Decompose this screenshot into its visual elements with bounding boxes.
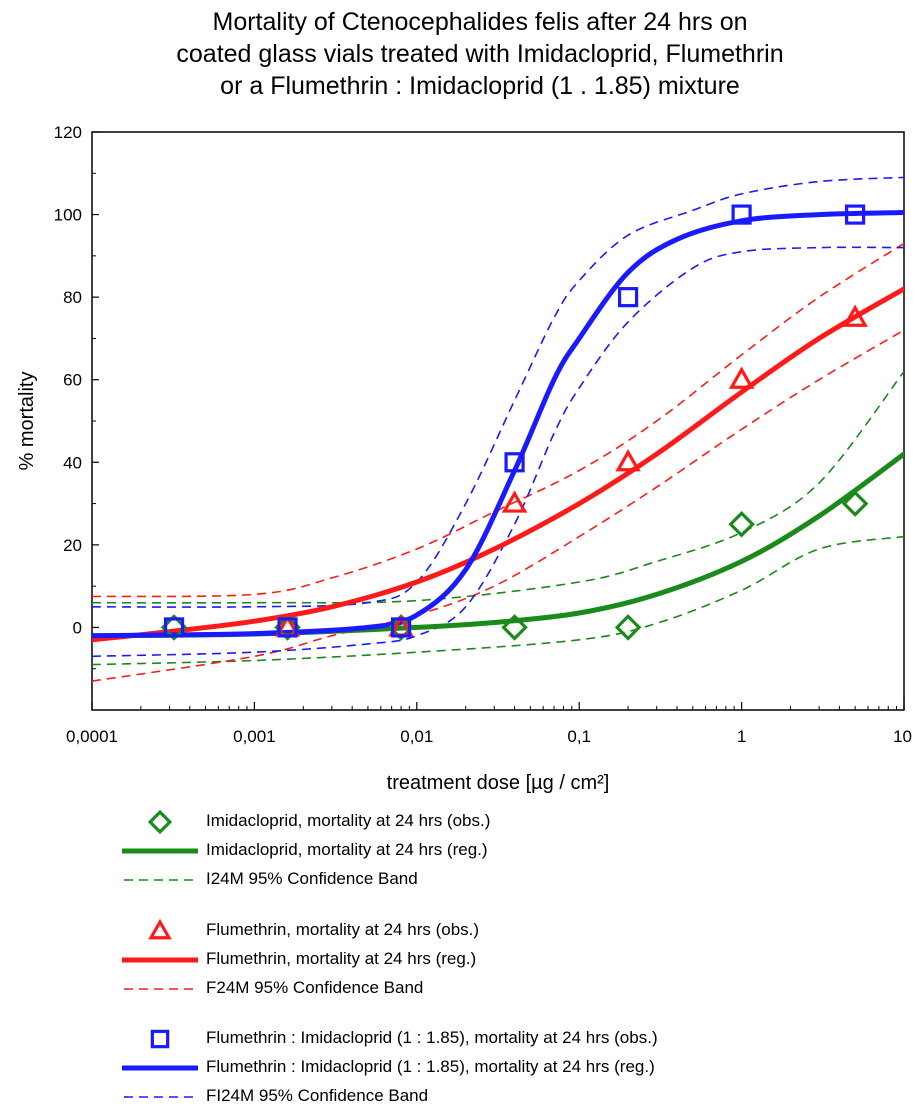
mixture-regression-line	[92, 210, 904, 639]
y-tick-label: 60	[63, 371, 82, 390]
legend-diamond-symbol	[147, 809, 173, 835]
mixture-observed-point	[731, 204, 752, 225]
regression-curves	[92, 210, 904, 643]
imidacloprid-observed-point	[501, 614, 528, 641]
y-tick-label: 120	[54, 123, 82, 142]
mixture-observed-point	[277, 617, 298, 638]
mixture-band-lower-line	[92, 246, 904, 658]
imidacloprid-observed-point	[728, 510, 755, 538]
legend-triangle-symbol	[148, 918, 172, 940]
x-tick-label: 1	[737, 727, 746, 746]
x-tick-label: 0,1	[567, 727, 591, 746]
imidacloprid-band-upper-line	[92, 371, 904, 604]
imidacloprid-observed-point	[614, 614, 642, 641]
legend-swatch	[147, 809, 173, 835]
mixture-band-upper-line	[92, 176, 904, 608]
legend-swatch	[122, 957, 198, 963]
chart-title-line: Mortality of Ctenocephalides felis after…	[212, 8, 748, 36]
legend-label: Flumethrin : Imidacloprid (1 : 1.85), mo…	[206, 1057, 655, 1076]
x-tick-label: 0,001	[233, 727, 276, 746]
x-axis: 0,0001 0,001 0,01 0,1 1 10	[66, 702, 912, 746]
flumethrin-band-lower-line	[92, 329, 904, 682]
legend-swatch	[124, 988, 198, 990]
legend-swatch	[148, 918, 172, 940]
flumethrin-band-upper-line	[92, 242, 904, 598]
legend-swatch	[124, 879, 198, 881]
chart-title-line: or a Flumethrin : Imidacloprid (1 . 1.85…	[220, 72, 740, 100]
flumethrin-observed-point	[615, 449, 641, 472]
chart-plot: 0 20 40 60 80 100 120 0,0001 0,001 0,01 0,1 1 10 tr…	[16, 123, 912, 794]
legend-swatch	[122, 1065, 198, 1071]
imidacloprid-observed-point	[841, 490, 869, 517]
x-tick-label: 0,0001	[66, 727, 118, 746]
legend-label: Imidacloprid, mortality at 24 hrs (obs.)	[206, 811, 491, 830]
mixture-observed-point	[845, 204, 866, 225]
y-tick-label: 100	[54, 206, 82, 225]
legend-label: Flumethrin, mortality at 24 hrs (reg.)	[206, 949, 477, 968]
y-tick-label: 0	[73, 618, 82, 637]
mixture-observed-point	[390, 617, 412, 638]
legend-label: Imidacloprid, mortality at 24 hrs (reg.)	[206, 840, 488, 859]
legend-square-symbol	[150, 1029, 170, 1049]
y-axis-label: % mortality	[16, 372, 38, 471]
observed-markers	[160, 204, 869, 641]
y-tick-label: 80	[63, 288, 82, 307]
legend-label: FI24M 95% Confidence Band	[206, 1086, 429, 1105]
x-tick-label: 10	[893, 727, 912, 746]
x-axis-label: treatment dose [µg / cm²]	[387, 772, 610, 794]
legend-label: I24M 95% Confidence Band	[206, 869, 418, 888]
confidence-bands	[92, 176, 904, 682]
legend-swatch	[124, 1096, 198, 1098]
legend-label: F24M 95% Confidence Band	[206, 978, 424, 997]
chart-title: Mortality of Ctenocephalides felis after…	[60, 6, 900, 102]
legend-swatch	[122, 848, 198, 854]
flumethrin-regression-line	[92, 286, 904, 643]
mixture-observed-point	[617, 287, 639, 308]
chart-title-line: coated glass vials treated with Imidaclo…	[176, 40, 784, 68]
legend-label: Flumethrin, mortality at 24 hrs (obs.)	[206, 920, 480, 939]
y-tick-label: 40	[63, 453, 82, 472]
flumethrin-observed-point	[501, 490, 528, 513]
flumethrin-observed-point	[842, 304, 868, 327]
mixture-observed-point	[504, 452, 525, 473]
y-axis: 0 20 40 60 80 100 120	[54, 123, 99, 670]
y-tick-label: 20	[63, 536, 82, 555]
legend-label: Flumethrin : Imidacloprid (1 : 1.85), mo…	[206, 1028, 658, 1047]
legend-swatch	[150, 1029, 170, 1049]
flumethrin-observed-point	[728, 366, 755, 389]
x-tick-label: 0,01	[400, 727, 433, 746]
mixture-observed-point	[163, 617, 185, 638]
imidacloprid-band-lower-line	[92, 535, 904, 666]
